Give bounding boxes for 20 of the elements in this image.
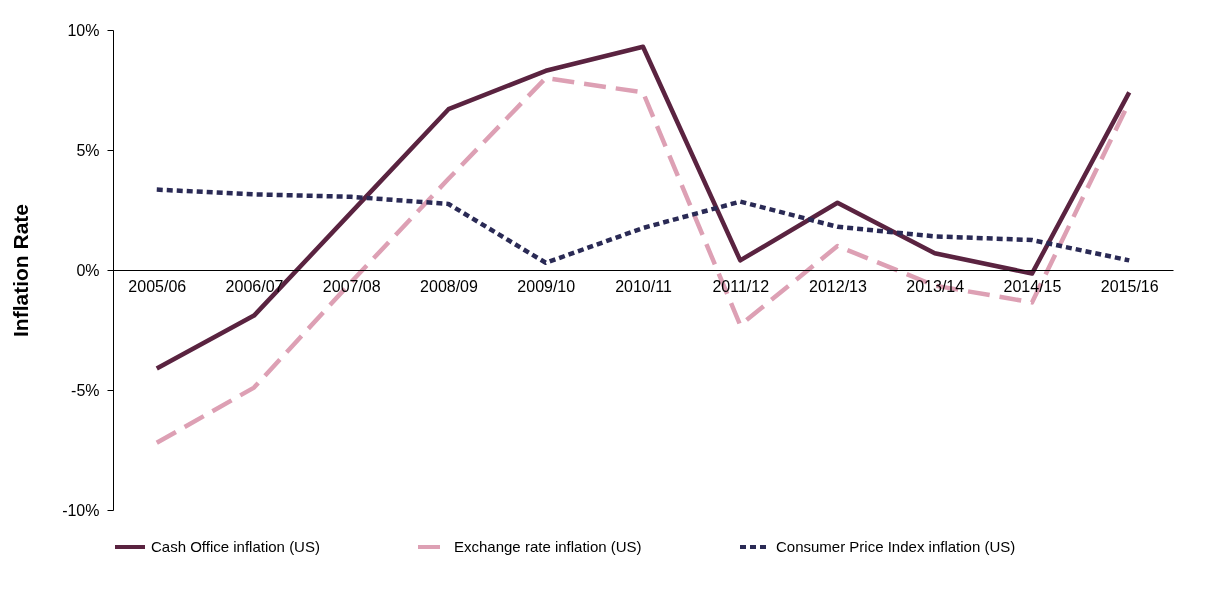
legend-label: Cash Office inflation (US) [151, 538, 320, 555]
x-tick-label: 2008/09 [420, 277, 479, 295]
x-tick-label: 2013/14 [906, 277, 965, 295]
legend-label: Exchange rate inflation (US) [454, 538, 642, 555]
y-tick-label: 0% [76, 261, 100, 279]
x-tick-label: 2010/11 [615, 277, 672, 295]
x-tick-label: 2005/06 [128, 277, 187, 295]
line-series [154, 187, 1132, 266]
legend-label: Consumer Price Index inflation (US) [776, 538, 1016, 555]
x-tick-label: 2012/13 [809, 277, 868, 295]
y-axis-title: Inflation Rate [9, 203, 33, 338]
y-tick-label: 5% [76, 141, 100, 159]
x-tick-label: 2007/08 [322, 277, 381, 295]
y-tick-label: 10% [67, 21, 100, 39]
x-tick-label: 2014/15 [1003, 277, 1062, 295]
x-tick-label: 2011/12 [712, 277, 770, 295]
x-tick-label: 2015/16 [1100, 277, 1159, 295]
y-tick-label: -5% [71, 381, 100, 399]
x-tick-label: 2009/10 [517, 277, 576, 295]
y-tick-label: -10% [62, 501, 100, 519]
